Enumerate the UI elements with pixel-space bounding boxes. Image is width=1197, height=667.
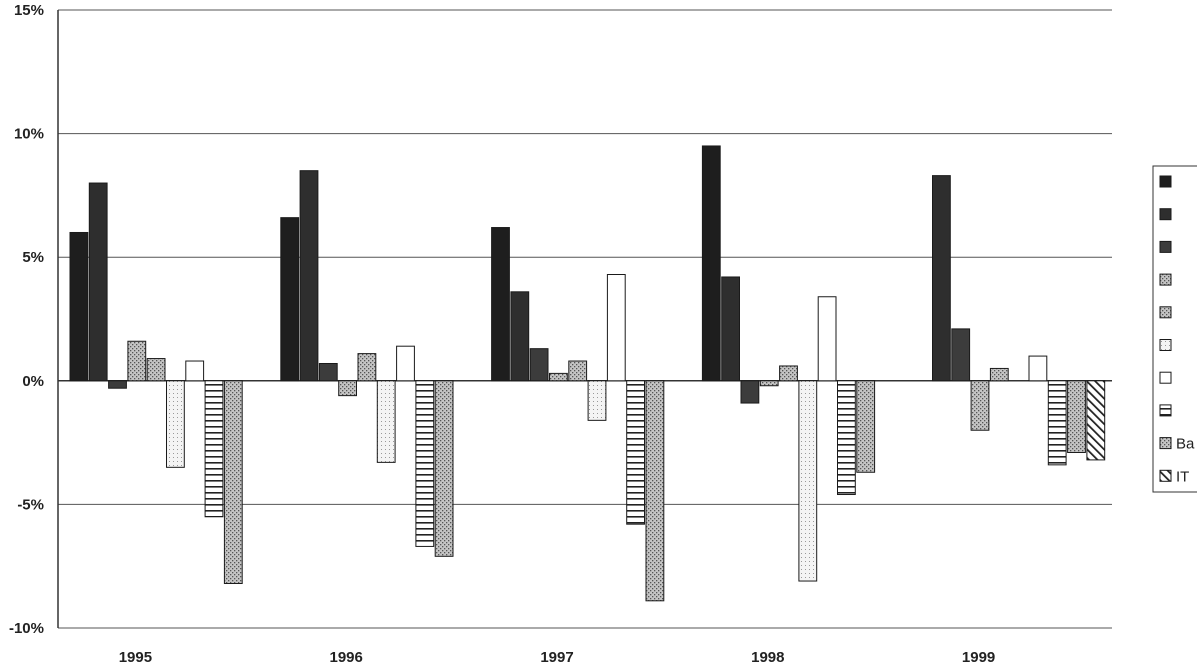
category-label-1996: 1996 [330, 649, 363, 666]
gridlines [58, 9, 1112, 629]
legend-swatch-7 [1159, 371, 1172, 384]
y-axis-ticks: 15% 10% 5% 0% -5% -10% [9, 2, 44, 637]
legend-swatch-1 [1159, 175, 1172, 188]
bar-1998-s6 [798, 380, 818, 582]
bar-1997-s4 [549, 372, 568, 382]
category-label-1995: 1995 [119, 649, 152, 666]
bar-1995-s8 [204, 380, 224, 518]
legend-swatch-10 [1159, 469, 1172, 482]
bar-1998-s7 [817, 296, 837, 382]
bar-1998-s1 [701, 145, 721, 382]
category-label-1999: 1999 [962, 649, 995, 666]
bar-1998-s2 [721, 276, 741, 382]
category-label-1998: 1998 [751, 649, 784, 666]
bar-1995-s7 [185, 360, 205, 382]
bar-1998-s8 [837, 380, 856, 496]
bar-1995-s3 [108, 380, 127, 389]
bar-1995-s4 [127, 340, 147, 382]
bar-1999-s8 [1047, 380, 1067, 466]
bar-1997-s8 [626, 380, 646, 525]
bar-1995-s2 [88, 182, 108, 382]
bar-1999-s7 [1028, 355, 1048, 382]
legend-swatch-5 [1159, 306, 1172, 319]
legend-swatch-6 [1159, 339, 1172, 351]
bar-1996-s3 [318, 362, 338, 382]
y-tick-label-5: -10% [9, 620, 44, 637]
category-label-1997: 1997 [540, 649, 573, 666]
bar-1997-s2 [510, 291, 530, 382]
legend-swatch-8 [1159, 404, 1172, 417]
bar-1998-s9 [856, 380, 876, 473]
y-tick-label-3: 0% [22, 373, 44, 390]
bar-1999-s4 [970, 380, 990, 431]
bar-1996-s7 [396, 345, 415, 382]
bar-1997-s9 [645, 380, 665, 602]
bar-1998-s4 [759, 380, 779, 387]
bar-1997-s6 [587, 380, 607, 421]
legend-label-10: IT [1176, 468, 1189, 485]
bar-1997-s1 [491, 227, 510, 382]
bar-1997-s5 [568, 360, 588, 382]
bar-1999-s2 [932, 175, 951, 382]
legend: Ba IT [1152, 165, 1197, 493]
y-tick-label-4: -5% [17, 496, 44, 513]
y-tick-label-0: 15% [14, 2, 44, 19]
bar-1998-s3 [740, 380, 760, 404]
bar-1999-s10 [1086, 380, 1106, 461]
bar-1995-s6 [166, 380, 185, 468]
legend-swatch-3 [1159, 240, 1172, 253]
bar-1996-s1 [280, 217, 300, 382]
x-axis-categories: 1995 1996 1997 1998 1999 [119, 649, 996, 666]
legend-label-9: Ba [1176, 436, 1195, 453]
bar-1996-s4 [338, 380, 358, 397]
bar-1997-s7 [606, 274, 626, 382]
bar-1999-s3 [951, 328, 971, 382]
legend-swatch-4 [1159, 273, 1172, 286]
bar-1998-s5 [779, 365, 798, 382]
legend-swatch-9 [1159, 437, 1172, 450]
bar-1996-s5 [357, 353, 377, 382]
bar-1999-s9 [1067, 380, 1086, 453]
bar-1995-s1 [69, 231, 89, 382]
bar-1995-s9 [223, 380, 243, 585]
bar-1996-s8 [415, 380, 435, 547]
y-tick-label-1: 10% [14, 126, 44, 143]
bar-1996-s9 [434, 380, 454, 557]
bar-1996-s2 [299, 170, 319, 382]
bars [69, 145, 1106, 602]
bar-1996-s6 [376, 380, 396, 463]
legend-swatch-2 [1159, 208, 1172, 221]
bar-1999-s5 [989, 367, 1009, 382]
bar-1997-s3 [529, 348, 549, 382]
bar-1995-s5 [146, 358, 166, 382]
axes [57, 10, 1112, 628]
y-tick-label-2: 5% [22, 249, 44, 266]
